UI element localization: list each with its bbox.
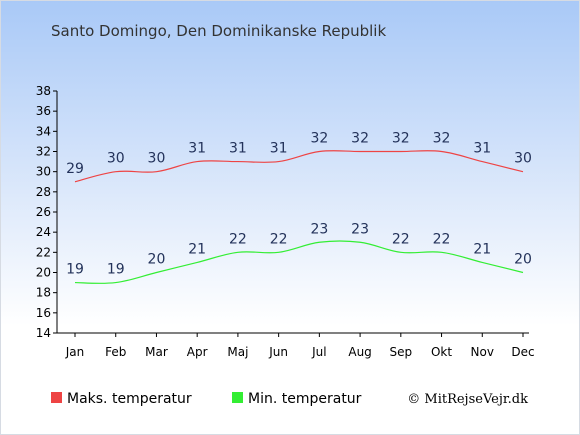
x-tick-label: Aug [348,345,371,359]
max-temperature-line [74,150,524,183]
x-tick-label: Okt [431,345,452,359]
max-value-label: 31 [270,141,288,157]
x-tick-label: Nov [471,345,494,359]
chart-title: Santo Domingo, Den Dominikanske Republik [51,22,387,40]
min-value-label: 23 [351,221,369,237]
y-tick-label: 36 [36,104,51,118]
min-value-label: 21 [188,241,206,257]
max-value-label: 29 [66,161,84,177]
max-value-label: 30 [514,151,532,167]
min-value-label: 20 [514,252,532,268]
y-tick-label: 34 [36,124,51,138]
x-tick-label: Dec [511,345,534,359]
x-tick-label: Jun [268,345,288,359]
x-tick-label: Apr [187,345,208,359]
max-value-label: 30 [148,151,166,167]
y-tick-label: 32 [36,145,51,159]
y-tick-label: 18 [36,286,51,300]
max-value-label: 30 [107,151,125,167]
x-tick-label: Feb [105,345,126,359]
min-temperature-line [74,240,524,284]
axes: 14 16 18 20 22 24 26 28 30 32 34 36 38 Jan Feb Mar Apr Ma… [36,84,535,359]
min-value-label: 22 [270,231,288,247]
max-value-label: 31 [473,141,491,157]
x-tick-label: Maj [227,345,248,359]
x-tick-label: Jan [65,345,85,359]
y-tick-label: 38 [36,84,51,98]
max-value-label: 32 [433,131,451,147]
x-tick-label: Mar [145,345,168,359]
y-tick-label: 24 [36,225,51,239]
y-tick-label: 28 [36,185,51,199]
x-tick-label: Sep [390,345,413,359]
data-labels: 29 30 30 31 31 31 32 32 32 32 31 30 19 19 20 21 22 22 23 23… [66,131,532,278]
legend-swatch [232,392,243,403]
x-tick-label: Jul [311,345,326,359]
max-value-label: 32 [310,131,328,147]
legend-swatch [51,392,62,403]
max-value-label: 32 [351,131,369,147]
legend-label: Min. temperatur [248,391,362,407]
min-value-label: 21 [473,241,491,257]
max-value-label: 31 [229,141,247,157]
min-value-label: 23 [310,221,328,237]
legend: Maks. temperatur Min. temperatur [51,391,362,407]
y-tick-label: 14 [36,326,51,340]
min-value-label: 22 [229,231,247,247]
series-lines [74,150,524,284]
y-tick-label: 22 [36,245,51,259]
max-value-label: 31 [188,141,206,157]
max-value-label: 32 [392,131,410,147]
min-value-label: 19 [66,262,84,278]
min-value-label: 22 [433,231,451,247]
y-tick-label: 30 [36,165,51,179]
legend-label: Maks. temperatur [67,391,192,407]
y-tick-label: 16 [36,306,51,320]
min-value-label: 20 [148,252,166,268]
min-value-label: 22 [392,231,410,247]
min-value-label: 19 [107,262,125,278]
y-tick-label: 20 [36,266,51,280]
copyright-text: © MitRejseVejr.dk [407,392,528,407]
y-tick-label: 26 [36,205,51,219]
